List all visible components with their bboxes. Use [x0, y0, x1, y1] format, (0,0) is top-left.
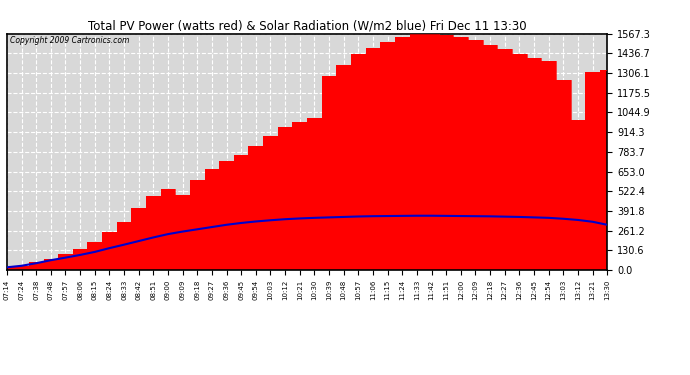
Title: Total PV Power (watts red) & Solar Radiation (W/m2 blue) Fri Dec 11 13:30: Total PV Power (watts red) & Solar Radia… [88, 20, 526, 33]
Text: Copyright 2009 Cartronics.com: Copyright 2009 Cartronics.com [10, 36, 129, 45]
